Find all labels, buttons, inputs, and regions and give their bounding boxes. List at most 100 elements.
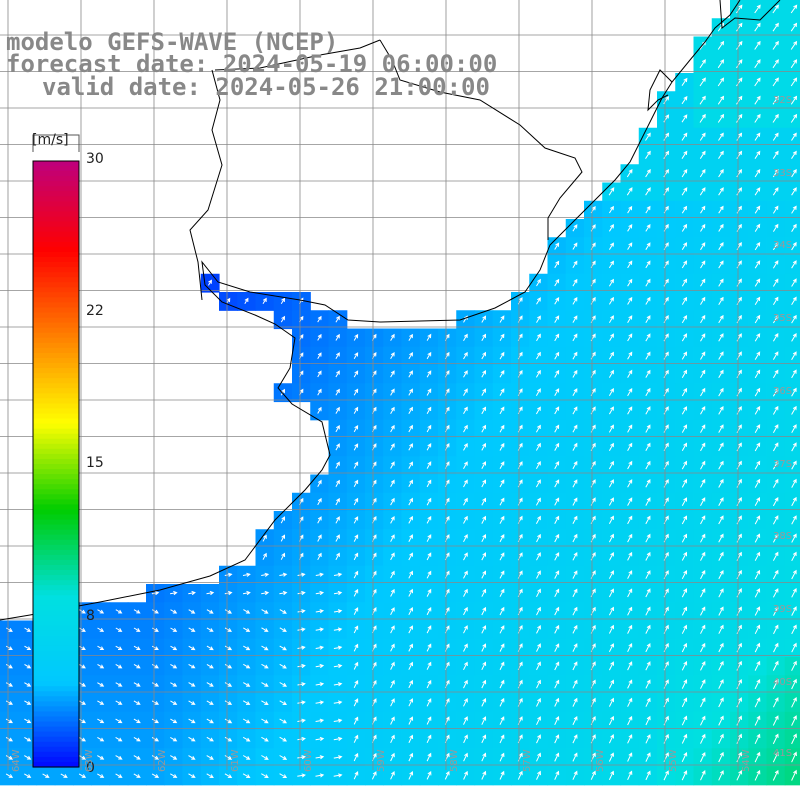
- wind-arrow: [335, 388, 340, 396]
- wind-arrow: [772, 515, 779, 525]
- wind-arrow: [645, 624, 651, 634]
- wind-arrow: [279, 590, 288, 596]
- wind-arrow: [133, 627, 141, 632]
- wind-cell: [784, 346, 800, 366]
- wind-arrow: [426, 424, 432, 433]
- wind-arrow: [791, 405, 797, 415]
- wind-arrow: [353, 497, 359, 506]
- wind-arrow: [115, 718, 123, 724]
- colorbar-segment: [33, 681, 79, 687]
- colorbar-segment: [33, 317, 79, 324]
- wind-cell: [784, 219, 800, 238]
- wind-arrow: [772, 351, 779, 360]
- colorbar-segment: [33, 438, 79, 445]
- lon-label: 64W: [11, 749, 22, 772]
- wind-arrow: [536, 624, 541, 634]
- wind-cell: [784, 91, 800, 111]
- wind-arrow: [627, 570, 633, 579]
- colorbar-segment: [33, 262, 79, 268]
- wind-arrow: [608, 715, 614, 726]
- lat-label: 37S: [773, 459, 793, 470]
- colorbar-segment: [33, 448, 79, 455]
- wind-arrow: [772, 442, 779, 452]
- colorbar-segment: [33, 403, 79, 410]
- wind-arrow: [554, 770, 560, 780]
- colorbar-segment: [33, 751, 79, 758]
- wind-arrow: [353, 570, 359, 579]
- wind-arrow: [627, 624, 633, 634]
- wind-arrow: [353, 333, 359, 341]
- wind-arrow: [718, 278, 724, 287]
- wind-arrow: [736, 40, 743, 50]
- colorbar-segment: [33, 398, 79, 404]
- wind-arrow: [718, 606, 724, 616]
- wind-arrow: [608, 497, 614, 506]
- wind-arrow: [97, 755, 105, 760]
- wind-arrow: [627, 315, 633, 324]
- wind-arrow: [5, 773, 14, 778]
- wind-arrow: [535, 369, 541, 378]
- wind-arrow: [736, 113, 743, 123]
- wind-arrow: [224, 590, 233, 596]
- wind-arrow: [700, 333, 706, 342]
- wind-arrow: [481, 315, 487, 323]
- colorbar-segment: [33, 453, 79, 460]
- wind-arrow: [408, 588, 413, 597]
- colorbar-segment: [33, 696, 79, 702]
- wind-arrow: [754, 278, 761, 287]
- colorbar-tick-0: 0: [86, 760, 95, 776]
- wind-arrow: [261, 682, 269, 687]
- wind-arrow: [754, 333, 761, 342]
- wind-arrow: [408, 752, 414, 762]
- wind-arrow: [535, 479, 541, 488]
- wind-cell: [784, 438, 800, 457]
- wind-arrow: [170, 590, 178, 596]
- colorbar-segment: [33, 514, 79, 521]
- wind-arrow: [681, 624, 687, 634]
- wind-arrow: [261, 773, 269, 779]
- wind-arrow: [499, 333, 505, 342]
- wind-arrow: [718, 697, 724, 708]
- wind-arrow: [772, 4, 779, 14]
- lon-label: 59W: [376, 749, 387, 772]
- wind-arrow: [463, 588, 468, 597]
- wind-arrow: [718, 715, 724, 726]
- wind-arrow: [353, 771, 359, 780]
- wind-arrow: [718, 551, 724, 561]
- wind-arrow: [536, 278, 541, 287]
- wind-arrow: [700, 624, 706, 634]
- wind-arrow: [517, 770, 523, 780]
- wind-arrow: [115, 663, 123, 669]
- wind-arrow: [243, 627, 251, 632]
- colorbar-segment: [33, 292, 79, 298]
- wind-arrow: [627, 224, 633, 232]
- colorbar-segment: [33, 357, 79, 364]
- wind-arrow: [790, 59, 798, 69]
- wind-arrow: [645, 278, 651, 287]
- wind-arrow: [206, 627, 214, 632]
- wind-arrow: [317, 370, 322, 378]
- wind-arrow: [645, 515, 651, 525]
- wind-arrow: [681, 205, 688, 214]
- wind-arrow: [645, 296, 651, 305]
- wind-arrow: [772, 187, 779, 196]
- wind-arrow: [535, 406, 541, 415]
- wind-cell: [784, 292, 800, 311]
- wind-arrow: [754, 460, 761, 470]
- wind-arrow: [170, 609, 178, 614]
- wind-arrow: [481, 625, 487, 634]
- colorbar-segment: [33, 610, 79, 617]
- wind-arrow: [481, 533, 486, 543]
- wind-arrow: [536, 661, 541, 671]
- colorbar-segment: [33, 171, 79, 177]
- colorbar-segment: [33, 701, 79, 707]
- wind-arrow: [463, 479, 468, 488]
- wind-arrow: [207, 279, 212, 286]
- colorbar-segment: [33, 726, 79, 733]
- wind-arrow: [718, 588, 724, 598]
- wind-arrow: [536, 570, 541, 579]
- wind-arrow: [754, 223, 761, 232]
- wind-arrow: [754, 296, 761, 305]
- wind-arrow: [663, 187, 669, 196]
- wind-arrow: [315, 755, 325, 760]
